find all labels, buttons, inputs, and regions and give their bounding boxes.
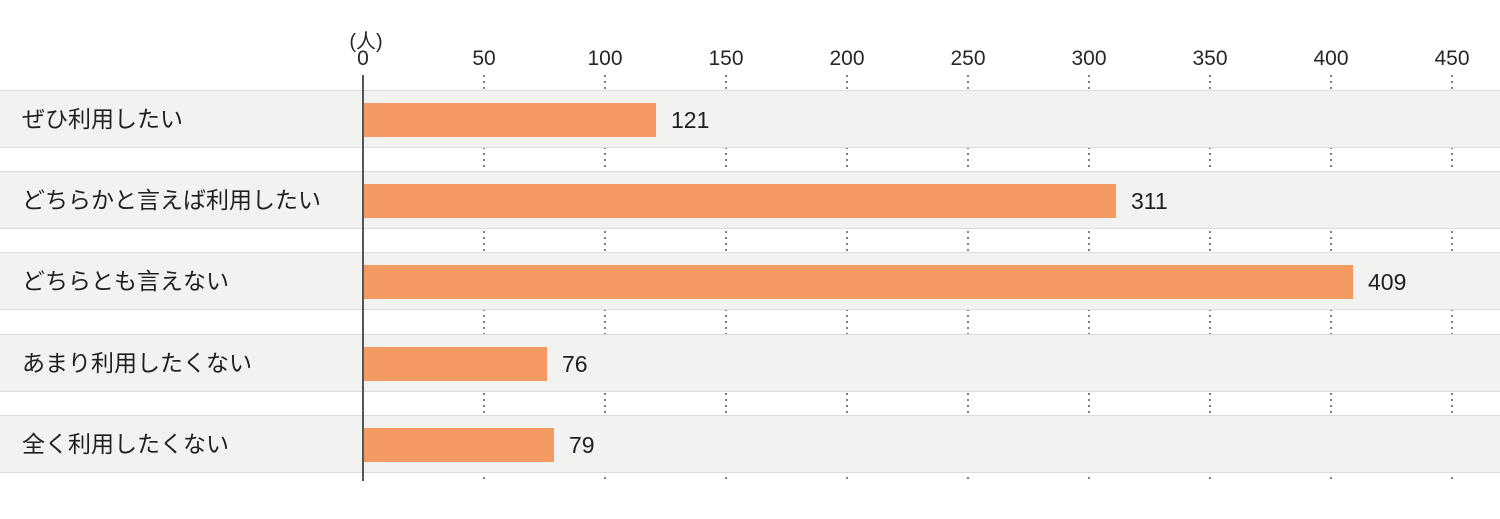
x-tick-label: 350 [1192, 47, 1228, 70]
x-tick-label: 200 [829, 47, 865, 70]
x-tick-label: 100 [587, 47, 623, 70]
bar [363, 347, 547, 381]
category-label: 全く利用したくない [22, 431, 229, 457]
row-band: ぜひ利用したい 121 [0, 90, 1500, 148]
value-label: 76 [562, 351, 588, 377]
row-band: どちらとも言えない 409 [0, 252, 1500, 310]
category-label: どちらとも言えない [22, 268, 229, 294]
value-label: 79 [569, 432, 595, 458]
x-tick-label: 0 [357, 47, 369, 70]
x-tick-label: 450 [1434, 47, 1470, 70]
value-label: 311 [1131, 188, 1168, 214]
row-band: あまり利用したくない 76 [0, 334, 1500, 392]
row-band: 全く利用したくない 79 [0, 415, 1500, 473]
y-axis-baseline [362, 75, 364, 481]
category-label: ぜひ利用したい [22, 106, 183, 132]
bar [363, 428, 554, 462]
x-tick-label: 150 [708, 47, 744, 70]
bar [363, 184, 1116, 218]
x-tick-label: 50 [472, 47, 496, 70]
category-label: あまり利用したくない [22, 350, 252, 376]
x-tick-label: 300 [1071, 47, 1107, 70]
category-label: どちらかと言えば利用したい [22, 187, 321, 213]
bar [363, 103, 656, 137]
bar [363, 265, 1353, 299]
x-tick-label: 250 [950, 47, 986, 70]
x-tick-label: 400 [1313, 47, 1349, 70]
value-label: 121 [671, 107, 710, 133]
row-band: どちらかと言えば利用したい 311 [0, 171, 1500, 229]
value-label: 409 [1368, 269, 1407, 295]
axis-unit-label: (人) [349, 31, 383, 53]
